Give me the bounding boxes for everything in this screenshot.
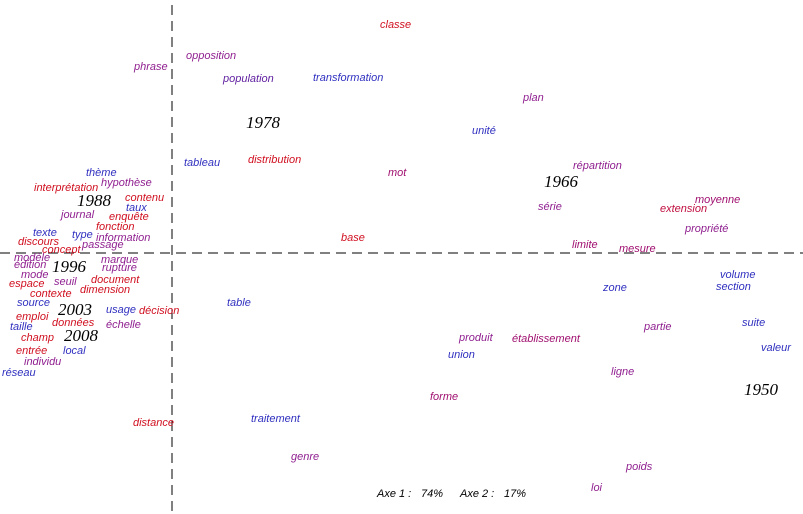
word-label: dimension bbox=[80, 284, 130, 296]
word-label: document bbox=[91, 274, 140, 286]
word-label: suite bbox=[742, 317, 765, 329]
word-label: traitement bbox=[251, 413, 301, 425]
word-label: phrase bbox=[133, 61, 168, 73]
word-label: interprétation bbox=[34, 182, 98, 194]
word-label: section bbox=[716, 281, 751, 293]
word-label: limite bbox=[572, 239, 598, 251]
word-label: enquête bbox=[109, 211, 149, 223]
word-label: partie bbox=[643, 321, 672, 333]
word-label: valeur bbox=[761, 342, 792, 354]
year-label: 1950 bbox=[744, 380, 779, 399]
word-label: données bbox=[52, 317, 95, 329]
word-label: union bbox=[448, 349, 475, 361]
year-label: 1988 bbox=[77, 191, 112, 210]
word-label: type bbox=[72, 229, 93, 241]
word-label: information bbox=[96, 232, 150, 244]
word-label: série bbox=[538, 201, 562, 213]
word-label: taille bbox=[10, 321, 33, 333]
word-label: classe bbox=[380, 19, 411, 31]
word-label: table bbox=[227, 297, 251, 309]
word-label: plan bbox=[522, 92, 544, 104]
word-label: fonction bbox=[96, 221, 135, 233]
word-label: loi bbox=[591, 482, 603, 494]
word-label: modèle bbox=[14, 252, 50, 264]
word-label: extension bbox=[660, 203, 707, 215]
word-label: source bbox=[17, 297, 50, 309]
word-label: concept bbox=[42, 244, 81, 256]
word-label: rupture bbox=[102, 262, 137, 274]
word-label: répartition bbox=[573, 160, 622, 172]
word-label: seuil bbox=[54, 276, 77, 288]
word-label: base bbox=[341, 232, 365, 244]
word-label: local bbox=[63, 345, 86, 357]
word-label: texte bbox=[33, 227, 57, 239]
word-label: genre bbox=[291, 451, 319, 463]
word-label: entrée bbox=[16, 345, 47, 357]
word-label: poids bbox=[625, 461, 653, 473]
word-label: échelle bbox=[106, 319, 141, 331]
word-label: ligne bbox=[611, 366, 634, 378]
year-label: 1966 bbox=[544, 172, 579, 191]
word-label: hypothèse bbox=[101, 177, 152, 189]
word-label: produit bbox=[458, 332, 494, 344]
word-label: édition bbox=[14, 259, 46, 271]
word-label: contexte bbox=[30, 288, 72, 300]
axis2-label: Axe 2 : bbox=[459, 488, 494, 500]
word-label: contenu bbox=[125, 192, 164, 204]
word-label: champ bbox=[21, 332, 54, 344]
word-label: réseau bbox=[2, 367, 36, 379]
year-label: 2003 bbox=[58, 300, 92, 319]
word-label: discours bbox=[18, 236, 59, 248]
word-label: individu bbox=[24, 356, 61, 368]
word-label: forme bbox=[430, 391, 458, 403]
word-label: population bbox=[222, 73, 274, 85]
word-label: marque bbox=[101, 254, 138, 266]
word-label: transformation bbox=[313, 72, 383, 84]
word-label: taux bbox=[126, 202, 147, 214]
word-label: usage bbox=[106, 304, 136, 316]
word-label: volume bbox=[720, 269, 755, 281]
word-label: établissement bbox=[512, 333, 581, 345]
word-label: passage bbox=[81, 239, 124, 251]
word-label: distance bbox=[133, 417, 174, 429]
word-label: tableau bbox=[184, 157, 220, 169]
word-label: propriété bbox=[684, 223, 728, 235]
word-label: journal bbox=[59, 209, 95, 221]
word-label: décision bbox=[139, 305, 179, 317]
word-label: mode bbox=[21, 269, 49, 281]
word-label: zone bbox=[602, 282, 627, 294]
word-label: opposition bbox=[186, 50, 236, 62]
word-label: espace bbox=[9, 278, 44, 290]
year-label: 2008 bbox=[64, 326, 99, 345]
word-label: mesure bbox=[619, 243, 656, 255]
word-label: mot bbox=[388, 167, 407, 179]
word-label: moyenne bbox=[695, 194, 740, 206]
word-label: emploi bbox=[16, 311, 49, 323]
word-label: distribution bbox=[248, 154, 301, 166]
axis2-value: 17% bbox=[504, 488, 526, 500]
year-label: 1978 bbox=[246, 113, 281, 132]
word-label: thème bbox=[86, 167, 117, 179]
axis1-label: Axe 1 : bbox=[376, 488, 411, 500]
word-label: unité bbox=[472, 125, 496, 137]
year-label: 1996 bbox=[52, 257, 87, 276]
axis1-value: 74% bbox=[421, 488, 443, 500]
